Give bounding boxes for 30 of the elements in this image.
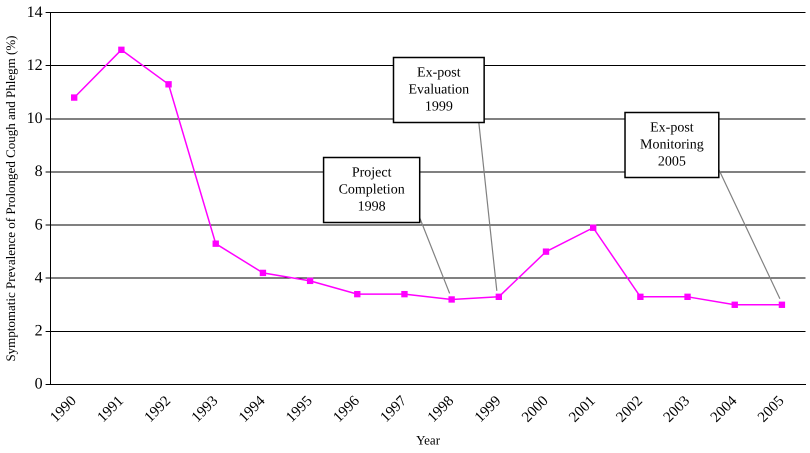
point (71, 94, 78, 101)
annotation: Project Completion 1998 (338, 166, 405, 215)
point (401, 290, 408, 298)
y-axis-title: Symptomatic Prevalence of Prolonged Cough and Phlegm (%) (3, 36, 18, 362)
y-tick-label: 8 (34, 163, 43, 180)
point (212, 240, 219, 247)
point (354, 290, 360, 298)
point (260, 270, 266, 276)
point (496, 294, 502, 300)
point (448, 296, 455, 303)
x-tick-label: 1991 (94, 393, 127, 426)
y-tick-label: 6 (34, 216, 43, 234)
point (684, 294, 691, 300)
annotation: Ex-post Monitoring 2005 (640, 120, 704, 170)
y-tick-label: 10 (26, 110, 43, 128)
point (542, 248, 550, 255)
annotation: Ex-post Evaluation 1999 (408, 66, 470, 115)
point (165, 81, 172, 88)
y-tick-label: 0 (34, 376, 43, 393)
y-tick-label: 2 (34, 322, 43, 340)
y-tick-label: 4 (34, 269, 43, 286)
point (637, 294, 644, 300)
point (590, 224, 596, 231)
point (732, 302, 738, 308)
point (306, 278, 314, 284)
point (118, 46, 125, 53)
y-tick-label: 12 (26, 56, 43, 74)
x-axis-title: Year (416, 432, 441, 448)
point (778, 302, 786, 308)
y-tick-label: 14 (26, 4, 43, 21)
